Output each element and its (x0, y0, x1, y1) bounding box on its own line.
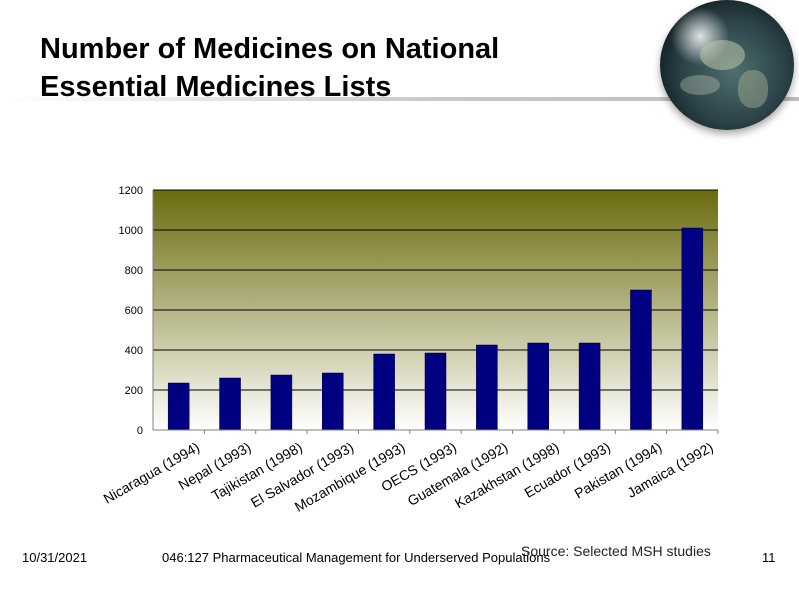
bar (681, 227, 704, 431)
footer-course-title: 046:127 Pharmaceutical Management for Un… (162, 550, 551, 565)
y-tick-label: 800 (125, 265, 143, 277)
bar (476, 344, 498, 431)
slide-title-text: Number of Medicines on National Essentia… (40, 33, 500, 103)
globe-landmass (738, 70, 768, 108)
x-tick-label: Jamaica (1992) (624, 439, 716, 501)
globe-image (660, 0, 794, 130)
bar (578, 342, 601, 431)
title-underline (0, 97, 799, 101)
y-tick-label: 0 (137, 425, 143, 437)
bar (270, 374, 293, 431)
globe-landmass (680, 75, 720, 95)
y-tick-label: 200 (125, 385, 143, 397)
y-tick-label: 400 (125, 345, 143, 357)
y-tick-label: 1000 (119, 225, 143, 237)
bar (322, 372, 344, 431)
bar (167, 382, 190, 431)
slide-title: Number of Medicines on National Essentia… (40, 30, 620, 106)
bar (424, 352, 447, 431)
footer-date: 10/31/2021 (22, 550, 88, 565)
globe-landmass (700, 40, 745, 70)
y-tick-label: 1200 (119, 185, 143, 197)
bar (527, 342, 549, 431)
bar (630, 289, 652, 431)
y-tick-label: 600 (125, 305, 143, 317)
page-number: 11 (762, 550, 776, 565)
x-tick-label: Pakistan (1994) (572, 439, 665, 502)
source-note: Source: Selected MSH studies (521, 543, 711, 559)
bar (373, 353, 395, 431)
bar (219, 377, 241, 431)
x-tick-label: Ecuador (1993) (522, 439, 614, 501)
